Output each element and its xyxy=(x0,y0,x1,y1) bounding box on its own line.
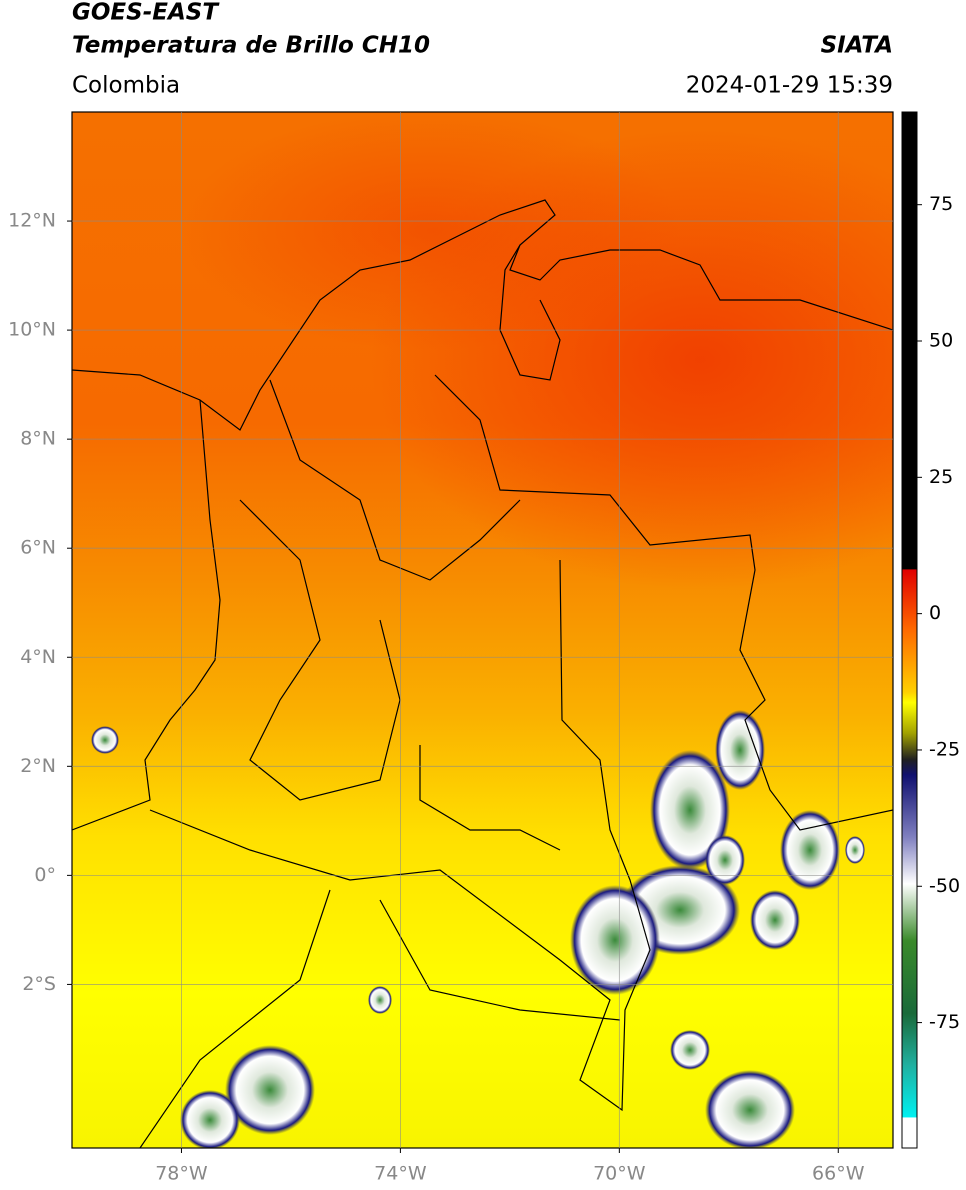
colorbar-label: -75 xyxy=(929,1011,960,1033)
region: Colombia xyxy=(72,73,180,99)
timestamp: 2024-01-29 15:39 xyxy=(686,73,893,99)
x-tick-label: 66°W xyxy=(812,1163,865,1185)
y-tick-label: 2°N xyxy=(20,755,56,777)
y-tick-label: 6°N xyxy=(20,537,56,559)
colorbar-label: 25 xyxy=(929,466,953,488)
colorbar-label: 50 xyxy=(929,330,953,352)
source: SIATA xyxy=(821,33,893,59)
y-tick-label: 2°S xyxy=(22,973,56,995)
y-tick-label: 0° xyxy=(34,864,56,886)
y-tick-label: 8°N xyxy=(20,428,56,450)
map-frame xyxy=(71,111,894,1149)
subtitle: Temperatura de Brillo CH10 xyxy=(72,33,430,59)
title: GOES-EAST xyxy=(72,0,220,26)
colorbar-label: -25 xyxy=(929,738,960,760)
x-tick-label: 74°W xyxy=(374,1163,427,1185)
x-tick-label: 78°W xyxy=(155,1163,208,1185)
colorbar-label: 0 xyxy=(929,602,941,624)
x-tick-label: 70°W xyxy=(593,1163,646,1185)
y-tick-label: 12°N xyxy=(8,210,56,232)
colorbar-label: 75 xyxy=(929,193,953,215)
colorbar xyxy=(901,111,918,1149)
y-tick-label: 4°N xyxy=(20,646,56,668)
satellite-image xyxy=(72,112,893,1148)
colorbar-label: -50 xyxy=(929,875,960,897)
y-tick-label: 10°N xyxy=(8,319,56,341)
